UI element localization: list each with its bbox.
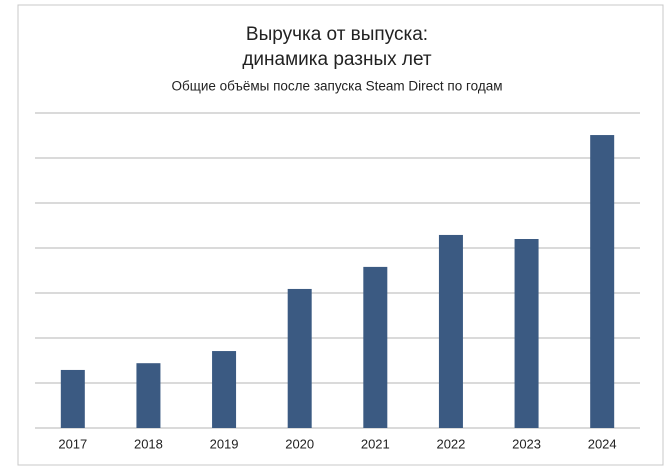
bar [514,239,539,428]
x-tick-label: 2017 [58,436,87,451]
bar [363,266,388,428]
bar [212,351,237,428]
x-tick-label: 2019 [210,436,239,451]
bar [136,363,161,428]
chart-frame [17,4,664,466]
x-tick-label: 2021 [361,436,390,451]
chart-subtitle: Общие объёмы после запуска Steam Direct … [172,79,503,94]
x-tick-label: 2020 [285,436,314,451]
bar [60,369,85,428]
x-tick-label: 2023 [512,436,541,451]
chart-title: Выручка от выпуска: [246,24,428,45]
x-tick-label: 2018 [134,436,163,451]
bar [287,288,312,428]
bar [438,234,463,428]
x-tick-label: 2024 [588,436,617,451]
x-tick-label: 2022 [436,436,465,451]
chart-title: динамика разных лет [242,49,432,70]
bar [590,135,615,429]
